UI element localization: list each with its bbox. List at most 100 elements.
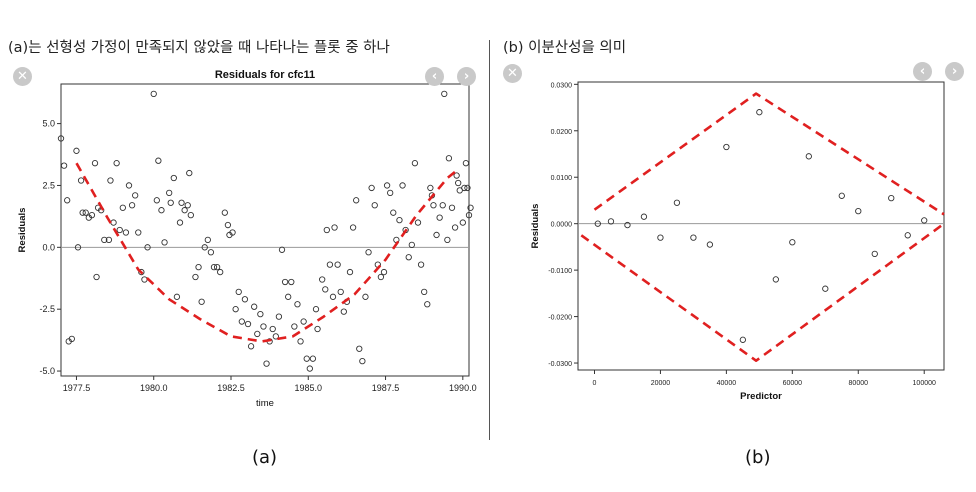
data-point — [82, 209, 89, 216]
data-point — [88, 212, 96, 219]
data-point — [594, 220, 601, 227]
data-point — [390, 209, 397, 216]
data-point — [340, 308, 347, 315]
data-point — [368, 184, 375, 192]
data-point — [251, 303, 258, 310]
data-point — [607, 218, 615, 225]
chart-b-residuals-predictor: 0 20000 40000 60000 80000 100000 0.0300 0.0200 0… — [530, 81, 945, 402]
data-point — [135, 229, 142, 236]
data-point — [365, 249, 372, 256]
data-point — [380, 268, 388, 276]
data-point — [210, 263, 218, 271]
data-point — [294, 301, 301, 308]
data-point — [377, 273, 385, 281]
data-point — [309, 355, 317, 362]
envelope-upper — [593, 92, 945, 216]
data-point — [756, 109, 763, 116]
data-point — [207, 249, 215, 256]
data-point — [238, 318, 245, 325]
data-point — [306, 365, 313, 372]
data-point — [285, 293, 292, 300]
data-point — [459, 219, 466, 226]
data-point — [346, 268, 354, 276]
data-point — [439, 202, 446, 209]
data-point — [68, 335, 75, 343]
data-point — [269, 325, 276, 333]
y-tick-label: 5.0 — [42, 119, 55, 129]
data-point — [158, 207, 165, 214]
data-point — [464, 184, 471, 192]
data-point — [132, 192, 139, 199]
close-icon[interactable]: ✕ — [503, 64, 522, 83]
data-point — [73, 147, 80, 154]
next-icon[interactable]: › — [945, 62, 964, 81]
data-point — [329, 293, 337, 300]
data-point — [353, 197, 360, 204]
data-point — [125, 182, 133, 189]
data-point — [254, 330, 261, 338]
fit-curve — [75, 162, 458, 343]
next-icon[interactable]: › — [457, 67, 476, 86]
data-point — [427, 184, 434, 192]
plot-area — [577, 81, 945, 371]
data-point — [414, 219, 422, 226]
data-point — [465, 212, 473, 219]
data-point — [119, 204, 126, 211]
data-point — [91, 160, 99, 167]
data-point — [723, 143, 730, 151]
data-point — [303, 355, 310, 362]
data-point — [186, 169, 193, 177]
data-point — [451, 224, 459, 231]
data-point — [187, 212, 194, 219]
data-point — [772, 276, 779, 283]
y-tick-label: -2.5 — [39, 304, 55, 314]
data-point — [155, 157, 162, 164]
close-icon[interactable]: ✕ — [13, 67, 32, 86]
data-point — [448, 204, 456, 211]
data-point — [706, 241, 714, 248]
data-point — [138, 268, 145, 276]
panel-label-a: (a) — [252, 447, 278, 468]
y-tick-label: 0.0300 — [551, 82, 573, 89]
data-point — [314, 325, 321, 333]
data-point — [417, 261, 425, 268]
data-point — [871, 250, 878, 258]
data-point — [224, 221, 232, 229]
caption-panel-a: (a)는 선형성 가정이 만족되지 않았을 때 나타나는 플롯 중 하나 — [8, 40, 390, 56]
data-point — [405, 254, 412, 261]
y-tick-label: -0.0100 — [548, 268, 572, 275]
data-point — [640, 213, 648, 220]
data-point — [789, 239, 796, 246]
y-tick-label: -0.0300 — [548, 361, 572, 368]
data-point — [421, 288, 428, 296]
data-point — [105, 236, 113, 244]
x-tick-label: 1982.5 — [217, 383, 245, 393]
data-point — [396, 216, 403, 224]
data-point — [453, 172, 460, 179]
y-tick-label: 0.0200 — [551, 129, 573, 136]
data-point — [113, 160, 120, 167]
data-point — [178, 199, 185, 206]
data-point — [235, 288, 242, 296]
data-point — [323, 226, 330, 234]
data-point — [319, 276, 326, 283]
x-tick-label: 80000 — [849, 380, 869, 387]
x-tick-label: 20000 — [651, 380, 671, 387]
data-point — [337, 288, 344, 296]
data-point — [690, 234, 697, 241]
data-point — [161, 239, 168, 246]
prev-icon[interactable]: ‹ — [913, 62, 932, 81]
prev-icon[interactable]: ‹ — [425, 67, 444, 86]
x-axis-label: time — [256, 398, 274, 409]
data-point — [322, 286, 329, 293]
x-tick-label: 40000 — [717, 380, 737, 387]
data-point — [334, 261, 341, 268]
data-point — [855, 207, 862, 215]
y-tick-label: 0.0100 — [551, 175, 573, 182]
y-tick-label: 2.5 — [42, 180, 55, 190]
data-point — [166, 189, 173, 197]
data-point — [57, 135, 65, 142]
data-point — [461, 184, 468, 192]
chart-title: Residuals for cfc11 — [215, 69, 315, 81]
y-tick-label: -5.0 — [39, 366, 55, 376]
